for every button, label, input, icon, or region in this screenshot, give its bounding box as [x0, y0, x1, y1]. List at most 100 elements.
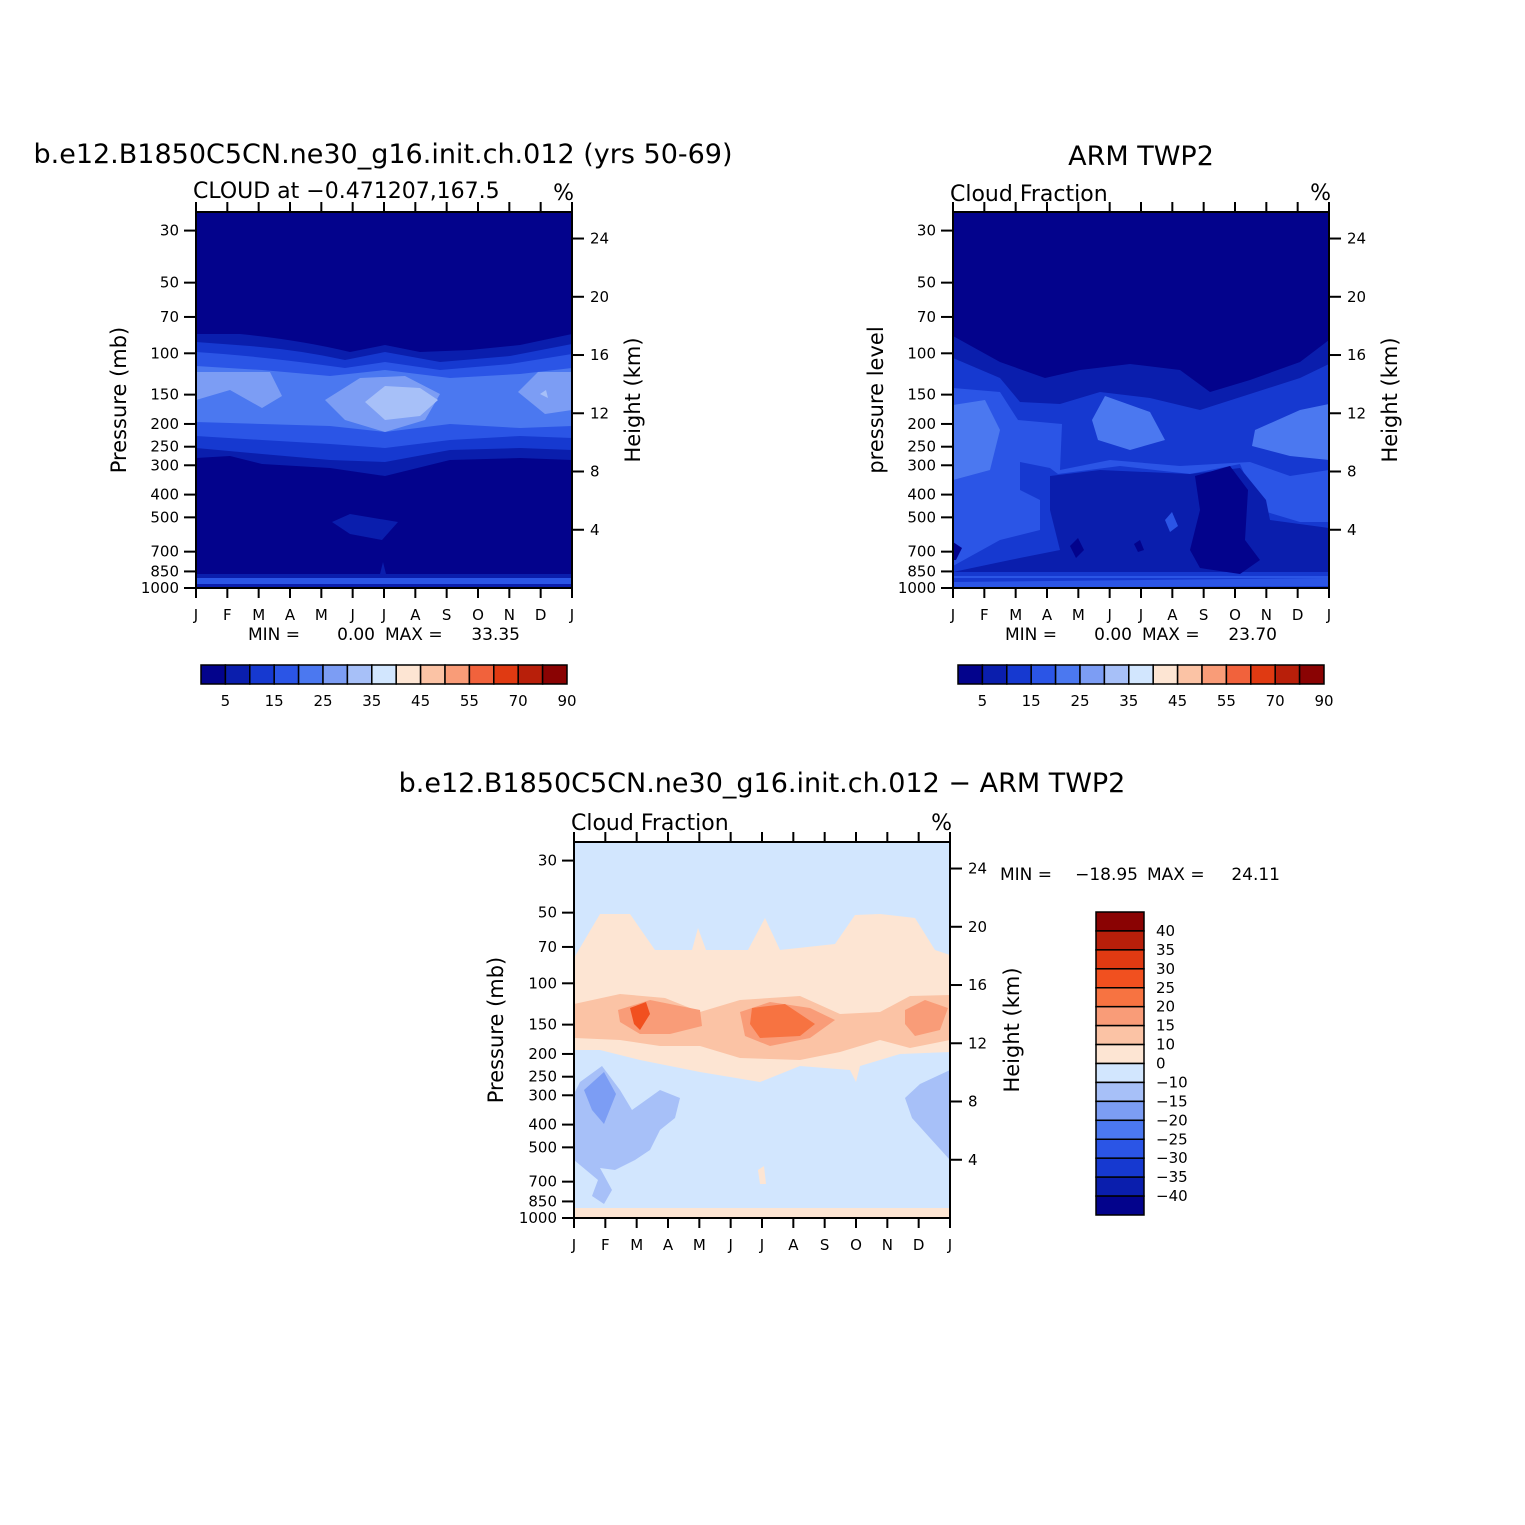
x-tick-label: O	[850, 1236, 862, 1254]
x-tick-label: O	[1229, 606, 1241, 624]
colorbar-box	[1079, 664, 1106, 685]
y2-tick-label: 16	[1347, 346, 1366, 364]
x-tick-label: N	[882, 1236, 893, 1254]
y2-tick-label: 8	[590, 463, 600, 481]
panel-obs: ARM TWP2 Cloud Fraction % 30 50 70 100 150 20…	[864, 141, 1402, 710]
colorbar-label: 70	[1266, 692, 1285, 710]
y-tick-label: 70	[538, 938, 557, 956]
y-tick-label: 500	[150, 508, 179, 526]
y-tick-label: 200	[907, 415, 936, 433]
colorbar-box	[1298, 664, 1325, 685]
colorbar-label: 35	[1156, 941, 1175, 959]
y-tick-label: 30	[538, 852, 557, 870]
y-tick-label: 200	[150, 415, 179, 433]
panel-obs-colorbar: 5 15 25 35 45 55 70 90	[957, 664, 1334, 710]
x-tick-label: N	[504, 606, 515, 624]
panel-diff-title: b.e12.B1850C5CN.ne30_g16.init.ch.012 − A…	[399, 768, 1126, 799]
x-tick-label: J	[571, 1236, 576, 1254]
y-tick-label: 250	[907, 438, 936, 456]
panel-model-title: b.e12.B1850C5CN.ne30_g16.init.ch.012 (yr…	[33, 139, 732, 170]
colorbar-label: 5	[221, 692, 231, 710]
y2-tick-label: 4	[590, 521, 600, 539]
colorbar-label: −15	[1156, 1092, 1188, 1110]
x-tick-label: J	[1138, 606, 1143, 624]
colorbar-box	[1030, 664, 1057, 685]
colorbar-box	[346, 664, 373, 685]
y-tick-label: 100	[907, 344, 936, 362]
x-tick-label: J	[193, 606, 198, 624]
x-tick-label: N	[1261, 606, 1272, 624]
x-tick-label: S	[442, 606, 452, 624]
y2-tick-label: 16	[590, 346, 609, 364]
colorbar-box	[1201, 664, 1228, 685]
colorbar-box	[1095, 1043, 1145, 1065]
panel-model-units: %	[553, 181, 574, 206]
x-tick-label: A	[1167, 606, 1178, 624]
panel-model-ylabel: Pressure (mb)	[107, 327, 131, 474]
y-tick-label: 50	[160, 274, 179, 292]
x-tick-label: M	[1072, 606, 1085, 624]
y-tick-label: 300	[907, 456, 936, 474]
colorbar-label: −20	[1156, 1111, 1188, 1129]
colorbar-box	[1095, 911, 1145, 932]
colorbar-label: 15	[1022, 692, 1041, 710]
colorbar-box	[493, 664, 519, 685]
colorbar-box	[395, 664, 422, 685]
x-tick-label: J	[1106, 606, 1111, 624]
x-tick-label: J	[349, 606, 354, 624]
panel-model-y2label: Height (km)	[621, 337, 645, 462]
colorbar-box	[371, 664, 397, 685]
x-tick-label: O	[472, 606, 484, 624]
colorbar-label: 70	[509, 692, 528, 710]
colorbar-box	[541, 664, 568, 685]
colorbar-label: 35	[1119, 692, 1138, 710]
panel-obs-ylabel: pressure level	[864, 326, 888, 473]
y2-tick-label: 24	[968, 860, 987, 878]
y-tick-label: 150	[150, 386, 179, 404]
colorbar-box	[1250, 664, 1276, 685]
panel-diff-min-label: MIN =	[1000, 865, 1052, 885]
panel-model-max-label: MAX =	[385, 625, 443, 645]
colorbar-box	[1095, 1100, 1145, 1122]
x-tick-label: A	[1042, 606, 1053, 624]
colorbar-box	[1095, 930, 1145, 951]
y-tick-label: 250	[528, 1068, 557, 1086]
colorbar-label: 25	[1070, 692, 1089, 710]
colorbar-label: 45	[411, 692, 430, 710]
colorbar-box	[1152, 664, 1179, 685]
x-tick-label: J	[1326, 606, 1331, 624]
y-tick-label: 850	[150, 562, 179, 580]
y-tick-label: 1000	[519, 1209, 557, 1227]
panel-model-subtitle: CLOUD at −0.471207,167.5	[193, 179, 500, 204]
colorbar-box	[297, 664, 324, 685]
colorbar-box	[957, 664, 984, 685]
y-tick-label: 500	[907, 508, 936, 526]
panel-obs-field	[953, 212, 1329, 588]
colorbar-label: 0	[1156, 1055, 1166, 1073]
y-tick-label: 1000	[898, 579, 936, 597]
panel-model: b.e12.B1850C5CN.ne30_g16.init.ch.012 (yr…	[33, 139, 732, 710]
colorbar-box	[1176, 664, 1203, 685]
y-tick-label: 400	[907, 486, 936, 504]
x-tick-label: A	[663, 1236, 674, 1254]
y-tick-label: 500	[528, 1138, 557, 1156]
y2-tick-label: 20	[968, 918, 987, 936]
x-tick-label: F	[601, 1236, 610, 1254]
x-tick-label: M	[252, 606, 265, 624]
colorbar-box	[1274, 664, 1301, 685]
y-tick-label: 30	[160, 222, 179, 240]
x-tick-label: J	[950, 606, 955, 624]
x-tick-label: M	[693, 1236, 706, 1254]
colorbar-box	[1006, 664, 1032, 685]
x-tick-label: J	[569, 606, 574, 624]
y-tick-label: 70	[917, 308, 936, 326]
x-tick-label: M	[1009, 606, 1022, 624]
colorbar-box	[1095, 1195, 1145, 1216]
colorbar-box	[419, 664, 446, 685]
y2-tick-label: 4	[1347, 521, 1357, 539]
x-tick-label: J	[727, 1236, 732, 1254]
y-tick-label: 250	[150, 438, 179, 456]
